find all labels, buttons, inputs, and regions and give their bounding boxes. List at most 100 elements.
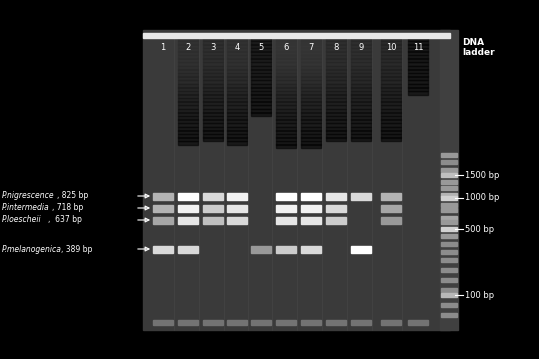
Bar <box>351 76 371 80</box>
Bar <box>276 137 296 141</box>
Bar <box>178 84 198 88</box>
Bar <box>251 91 271 95</box>
Bar <box>178 48 198 52</box>
Bar <box>441 313 457 317</box>
Bar <box>381 51 401 55</box>
Bar <box>381 205 401 211</box>
Bar <box>381 94 401 98</box>
Bar <box>276 48 296 52</box>
Text: 500 bp: 500 bp <box>465 224 494 233</box>
Bar <box>178 87 198 91</box>
Bar <box>301 105 321 109</box>
Bar <box>276 144 296 149</box>
Bar <box>441 278 457 282</box>
Bar <box>351 91 371 95</box>
Bar <box>203 137 223 141</box>
Bar <box>326 216 346 224</box>
Text: 2: 2 <box>185 43 191 52</box>
Bar <box>178 123 198 127</box>
Bar <box>203 51 223 55</box>
Bar <box>276 55 296 59</box>
Bar <box>251 84 271 88</box>
Bar <box>301 84 321 88</box>
Bar <box>408 84 428 88</box>
Bar <box>227 116 247 120</box>
Bar <box>227 37 247 41</box>
Bar <box>351 134 371 138</box>
Bar <box>326 137 346 141</box>
Bar <box>326 44 346 48</box>
Bar <box>381 73 401 77</box>
Bar <box>203 123 223 127</box>
Bar <box>178 80 198 84</box>
Bar <box>227 102 247 106</box>
Bar <box>441 216 457 220</box>
Bar <box>143 30 450 330</box>
Bar <box>301 137 321 141</box>
Bar <box>326 48 346 52</box>
Bar <box>227 51 247 55</box>
Bar <box>441 234 457 238</box>
Bar <box>276 105 296 109</box>
Bar <box>251 76 271 80</box>
Bar <box>153 192 173 200</box>
Bar <box>301 141 321 145</box>
Bar <box>178 59 198 62</box>
Text: 11: 11 <box>413 43 423 52</box>
Bar <box>203 205 223 211</box>
Bar <box>351 98 371 102</box>
Bar <box>178 69 198 73</box>
Bar <box>227 73 247 77</box>
Bar <box>381 48 401 52</box>
Bar <box>227 127 247 131</box>
Bar <box>440 30 458 330</box>
Bar <box>351 112 371 116</box>
Bar <box>326 66 346 70</box>
Bar <box>441 193 457 197</box>
Bar <box>251 41 271 45</box>
Bar <box>381 87 401 91</box>
Bar <box>326 120 346 123</box>
Text: 4: 4 <box>234 43 240 52</box>
Bar <box>251 55 271 59</box>
Bar <box>227 98 247 102</box>
Bar <box>441 227 457 231</box>
Bar <box>276 98 296 102</box>
Bar <box>441 160 457 164</box>
Bar <box>227 87 247 91</box>
Bar <box>301 87 321 91</box>
Bar <box>381 69 401 73</box>
Text: 1000 bp: 1000 bp <box>465 194 499 202</box>
Bar <box>203 84 223 88</box>
Bar <box>301 246 321 252</box>
Bar <box>326 116 346 120</box>
Bar <box>351 137 371 141</box>
Bar <box>301 59 321 62</box>
Bar <box>227 41 247 45</box>
Bar <box>381 76 401 80</box>
Bar <box>381 55 401 59</box>
Bar <box>301 102 321 106</box>
Bar <box>381 66 401 70</box>
Bar <box>276 91 296 95</box>
Bar <box>301 76 321 80</box>
Bar <box>203 37 223 41</box>
Bar <box>408 37 428 41</box>
Bar <box>441 196 457 200</box>
Bar <box>301 192 321 200</box>
Bar <box>381 62 401 66</box>
Text: 8: 8 <box>333 43 338 52</box>
Bar <box>276 84 296 88</box>
Bar <box>178 94 198 98</box>
Bar <box>408 66 428 70</box>
Bar <box>227 62 247 66</box>
Bar <box>326 102 346 106</box>
Bar <box>326 105 346 109</box>
Text: , 825 bp: , 825 bp <box>57 191 88 200</box>
Bar <box>441 242 457 246</box>
Bar <box>276 127 296 131</box>
Text: DNA
ladder: DNA ladder <box>462 38 495 57</box>
Bar <box>408 59 428 62</box>
Text: 1500 bp: 1500 bp <box>465 171 499 180</box>
Text: 9: 9 <box>358 43 364 52</box>
